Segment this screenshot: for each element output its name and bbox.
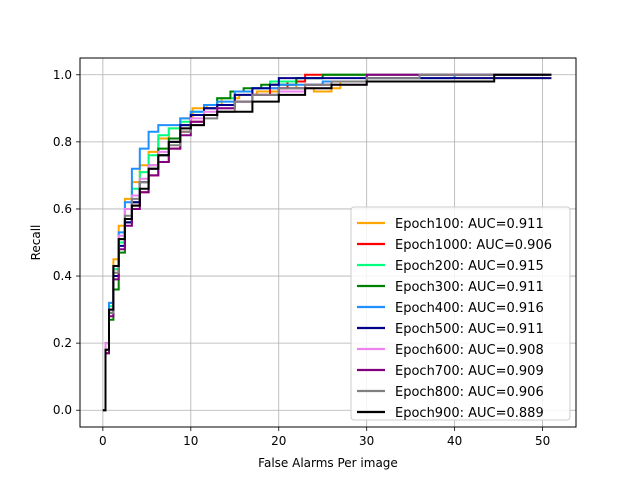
x-tick-label: 50	[535, 434, 550, 448]
legend-entry: Epoch500: AUC=0.911	[395, 322, 544, 337]
y-tick-label: 0.0	[53, 403, 72, 417]
y-tick-label: 0.8	[53, 135, 72, 149]
legend-entry: Epoch1000: AUC=0.906	[395, 238, 552, 253]
legend-entry: Epoch100: AUC=0.911	[395, 217, 544, 232]
x-axis-label: False Alarms Per image	[258, 456, 398, 470]
x-tick-label: 20	[271, 434, 286, 448]
legend-entry: Epoch800: AUC=0.906	[395, 385, 544, 400]
legend-entry: Epoch600: AUC=0.908	[395, 343, 544, 358]
x-tick-label: 30	[359, 434, 374, 448]
series-line-9	[102, 73, 552, 412]
legend-entry: Epoch700: AUC=0.909	[395, 364, 544, 379]
y-tick-label: 0.6	[53, 202, 72, 216]
y-tick-label: 0.4	[53, 269, 72, 283]
legend-entry: Epoch400: AUC=0.916	[395, 301, 544, 316]
legend-box	[350, 206, 571, 421]
legend: Epoch100: AUC=0.911 Epoch1000: AUC=0.906 E…	[350, 206, 571, 421]
y-ticks: 0.0 0.2 0.4 0.6 0.8 1.0	[53, 68, 80, 417]
series-lines	[102, 73, 552, 412]
legend-entry: Epoch200: AUC=0.915	[395, 259, 544, 274]
y-tick-label: 0.2	[53, 336, 72, 350]
x-tick-label: 0	[99, 434, 107, 448]
y-tick-label: 1.0	[53, 68, 72, 82]
legend-entry: Epoch900: AUC=0.889	[395, 406, 544, 421]
y-axis-label: Recall	[29, 225, 43, 261]
x-ticks: 0 10 20 30 40 50	[99, 427, 550, 448]
plot-frame	[79, 57, 577, 428]
x-tick-label: 40	[447, 434, 462, 448]
x-tick-label: 10	[183, 434, 198, 448]
series-line-3	[102, 73, 552, 412]
legend-entry: Epoch300: AUC=0.911	[395, 280, 544, 295]
